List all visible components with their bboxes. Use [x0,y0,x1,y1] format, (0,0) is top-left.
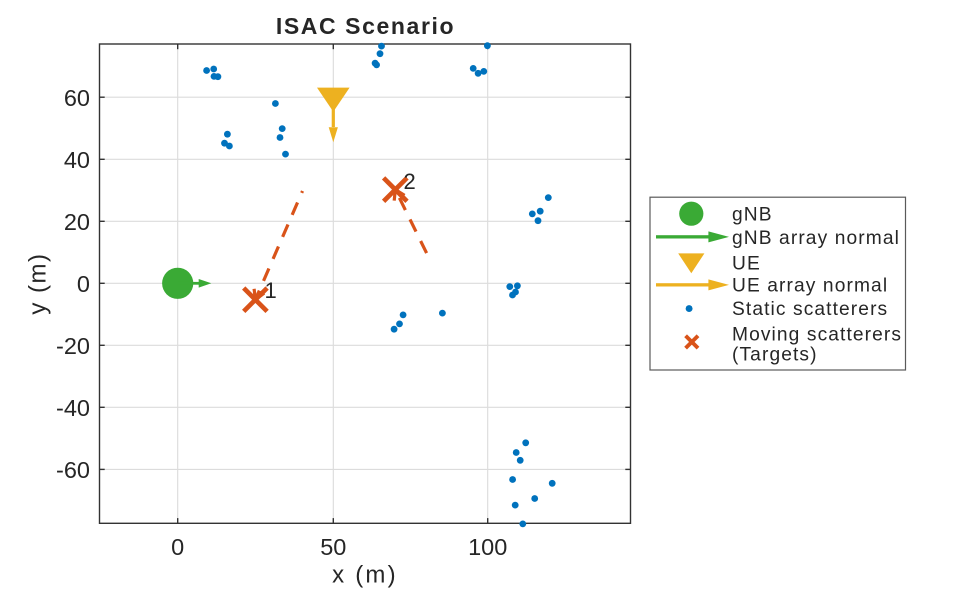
svg-text:-60: -60 [56,457,90,483]
svg-text:UE: UE [732,254,761,275]
svg-text:100: 100 [468,534,507,560]
svg-text:20: 20 [64,209,90,235]
svg-text:40: 40 [64,147,90,173]
svg-text:Moving scatterers: Moving scatterers [732,325,902,346]
svg-text:50: 50 [320,534,346,560]
svg-text:x (m): x (m) [332,562,398,589]
svg-text:-40: -40 [56,395,90,421]
svg-text:0: 0 [171,534,184,560]
svg-text:60: 60 [64,85,90,111]
svg-text:UE array normal: UE array normal [732,276,888,297]
svg-text:1: 1 [265,278,277,303]
svg-text:y (m): y (m) [25,253,52,315]
svg-text:ISAC Scenario: ISAC Scenario [276,13,455,39]
svg-text:0: 0 [77,271,90,297]
svg-text:2: 2 [404,169,416,194]
svg-text:(Targets): (Targets) [732,344,818,365]
svg-text:Static scatterers: Static scatterers [732,299,888,320]
svg-text:-20: -20 [56,333,90,359]
svg-text:gNB array normal: gNB array normal [732,228,900,249]
svg-text:gNB: gNB [732,204,773,225]
